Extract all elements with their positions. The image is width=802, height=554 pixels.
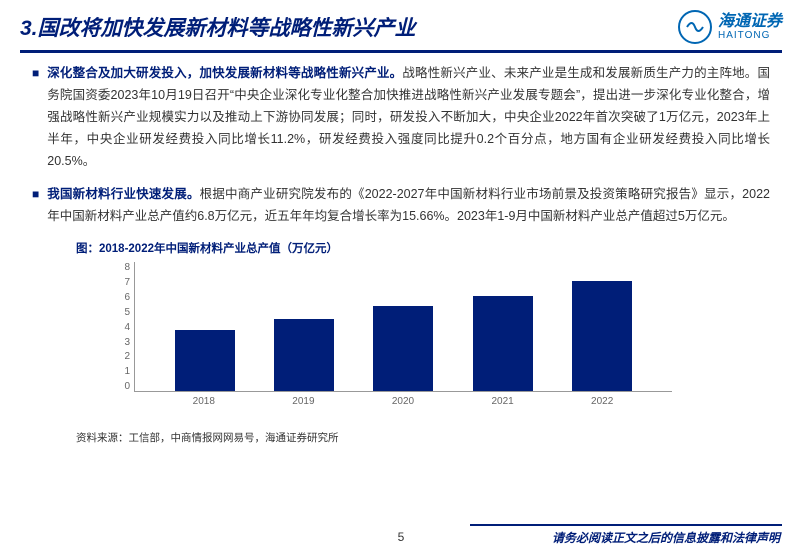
chart-bar — [572, 281, 632, 391]
chart-bar — [373, 306, 433, 391]
paragraph-text: 我国新材料行业快速发展。根据中商产业研究院发布的《2022-2027年中国新材料… — [47, 184, 770, 228]
chart-bar — [274, 319, 334, 392]
slide-title: 3.国改将加快发展新材料等战略性新兴产业 — [20, 12, 416, 42]
bullet-icon: ■ — [32, 63, 39, 172]
logo-text-cn: 海通证券 — [718, 13, 782, 31]
bullet-icon: ■ — [32, 184, 39, 228]
y-tick-label: 5 — [112, 307, 130, 318]
bar-chart: 8 7 6 5 4 3 2 1 0 2018 2019 2020 2021 2022 — [112, 262, 672, 422]
slide-content: ■ 深化整合及加大研发投入，加快发展新材料等战略性新兴产业。战略性新兴产业、未来… — [0, 63, 802, 445]
bullet-paragraph: ■ 深化整合及加大研发投入，加快发展新材料等战略性新兴产业。战略性新兴产业、未来… — [32, 63, 770, 172]
logo-text-en: HAITONG — [718, 30, 782, 41]
brand-logo: 海通证券 HAITONG — [678, 10, 782, 44]
x-tick-label: 2021 — [473, 396, 533, 407]
chart-plot-area — [134, 262, 672, 392]
y-tick-label: 0 — [112, 381, 130, 392]
y-tick-label: 8 — [112, 262, 130, 273]
logo-icon — [678, 10, 712, 44]
y-tick-label: 6 — [112, 292, 130, 303]
chart-x-axis: 2018 2019 2020 2021 2022 — [134, 396, 672, 407]
paragraph-lead: 深化整合及加大研发投入，加快发展新材料等战略性新兴产业。 — [47, 66, 402, 80]
y-tick-label: 2 — [112, 351, 130, 362]
chart-bar — [175, 330, 235, 391]
paragraph-text: 深化整合及加大研发投入，加快发展新材料等战略性新兴产业。战略性新兴产业、未来产业… — [47, 63, 770, 172]
chart-y-axis: 8 7 6 5 4 3 2 1 0 — [112, 262, 130, 392]
slide-header: 3.国改将加快发展新材料等战略性新兴产业 海通证券 HAITONG — [0, 0, 802, 50]
header-divider — [20, 50, 782, 53]
bullet-paragraph: ■ 我国新材料行业快速发展。根据中商产业研究院发布的《2022-2027年中国新… — [32, 184, 770, 228]
paragraph-body: 战略性新兴产业、未来产业是生成和发展新质生产力的主阵地。国务院国资委2023年1… — [47, 66, 770, 168]
y-tick-label: 1 — [112, 366, 130, 377]
page-number: 5 — [398, 530, 405, 544]
chart-bars — [135, 262, 672, 391]
chart-source: 资料来源：工信部，中商情报网网易号，海通证券研究所 — [76, 430, 770, 445]
y-tick-label: 4 — [112, 322, 130, 333]
x-tick-label: 2018 — [174, 396, 234, 407]
chart-bar — [473, 296, 533, 391]
footer-disclaimer: 请务必阅读正文之后的信息披露和法律声明 — [552, 529, 780, 546]
x-tick-label: 2022 — [572, 396, 632, 407]
y-tick-label: 7 — [112, 277, 130, 288]
x-tick-label: 2020 — [373, 396, 433, 407]
paragraph-lead: 我国新材料行业快速发展。 — [47, 187, 199, 201]
y-tick-label: 3 — [112, 337, 130, 348]
x-tick-label: 2019 — [273, 396, 333, 407]
footer-divider — [470, 524, 782, 526]
chart-title: 图：2018-2022年中国新材料产业总产值（万亿元） — [76, 240, 770, 256]
